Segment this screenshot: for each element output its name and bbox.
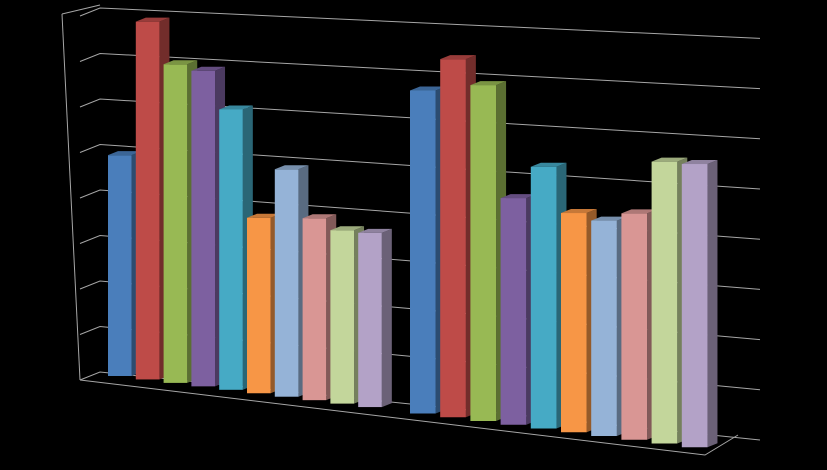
bar-front — [591, 220, 617, 437]
bar-top — [591, 216, 627, 221]
bar-top — [561, 209, 597, 214]
bar-top — [651, 157, 688, 162]
bar — [530, 162, 567, 429]
bar-front — [191, 70, 216, 387]
bar — [358, 228, 392, 408]
bar-front — [681, 164, 708, 448]
left-wall-edge — [61, 13, 81, 381]
bar-side — [707, 160, 718, 448]
bar-front — [247, 217, 271, 394]
grid-line — [79, 98, 761, 140]
bar-front — [108, 155, 132, 376]
bar-front — [274, 169, 299, 397]
grid-line — [79, 52, 761, 90]
bar-top — [358, 228, 392, 233]
bar-top — [530, 162, 567, 167]
bar-front — [530, 166, 557, 429]
bar-top — [163, 60, 198, 65]
bar-top — [681, 160, 718, 165]
bar-front — [302, 218, 327, 401]
bar-top — [191, 66, 226, 71]
bar-top — [247, 213, 281, 218]
bar-top — [621, 209, 658, 214]
bar-front — [135, 21, 160, 380]
bar-front — [561, 213, 587, 433]
bar-top — [108, 151, 142, 156]
bar-front — [440, 59, 466, 418]
bar-front — [330, 230, 355, 404]
bar-side — [381, 228, 392, 408]
bar-top — [500, 194, 537, 199]
bar-front — [470, 85, 497, 422]
bar-front — [500, 198, 527, 425]
bar-front — [621, 213, 648, 440]
grid-line — [79, 7, 761, 39]
bar-top — [135, 17, 170, 22]
bar-front — [358, 232, 382, 408]
bar-front — [410, 90, 436, 414]
bar-top — [302, 214, 337, 219]
left-wall-top — [61, 4, 101, 15]
bar-top — [219, 105, 253, 110]
bar-top — [330, 226, 365, 231]
bar-top — [274, 165, 309, 170]
bar — [681, 160, 718, 448]
bar-top — [410, 86, 446, 91]
bar-front — [219, 109, 243, 390]
bar-top — [440, 55, 476, 60]
bar-front — [651, 161, 678, 444]
floor-edge — [79, 379, 739, 456]
bar-front — [163, 64, 188, 383]
bar-top — [470, 81, 507, 86]
